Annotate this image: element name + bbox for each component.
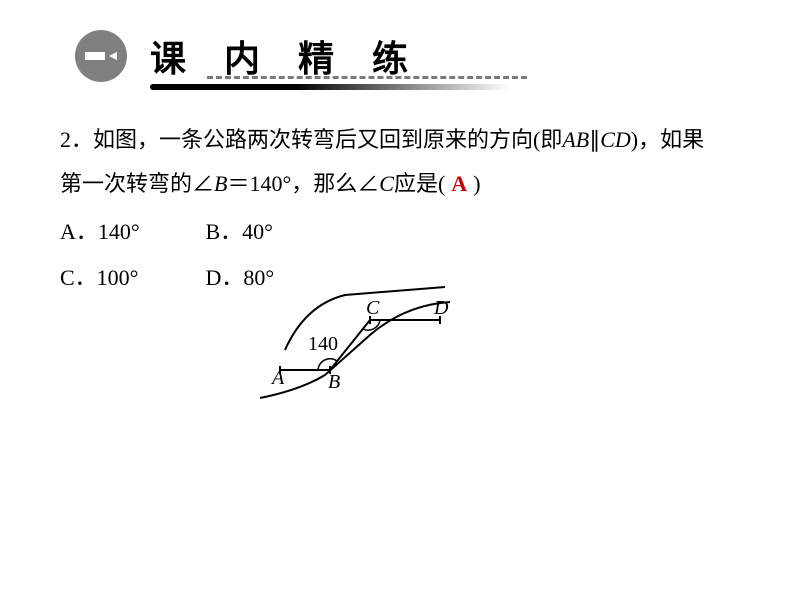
question-number: 2．	[60, 127, 93, 152]
section-header: 课 内 精 练	[75, 22, 514, 82]
q-text-2c: )	[473, 171, 480, 196]
label-cd: CD	[600, 127, 631, 152]
question-line-2: 第一次转弯的∠B＝140°，那么∠C应是(A)	[60, 162, 734, 206]
parallel-symbol: ∥	[589, 127, 600, 152]
q-text-2a: 第一次转弯的∠	[60, 171, 214, 196]
q-text-2b: 应是(	[394, 171, 445, 196]
angle-c: C	[379, 171, 394, 196]
option-b: B．40°	[206, 219, 273, 244]
answer-mark: A	[445, 171, 473, 196]
options-row-1: A．140° B．40°	[60, 210, 734, 254]
label-ab: AB	[562, 127, 589, 152]
question-line-1: 2．如图，一条公路两次转弯后又回到原来的方向(即AB∥CD)，如果	[60, 118, 734, 162]
option-a: A．140°	[60, 210, 200, 254]
figure-label-c: C	[366, 297, 380, 319]
question-block: 2．如图，一条公路两次转弯后又回到原来的方向(即AB∥CD)，如果 第一次转弯的…	[60, 118, 734, 302]
header-gradient-bar	[150, 84, 510, 90]
q-text-1a: 如图，一条公路两次转弯后又回到原来的方向(即	[93, 127, 562, 152]
q-text-eq: ＝140°，那么∠	[227, 171, 379, 196]
figure-label-a: A	[270, 367, 285, 389]
q-text-1b: )，如果	[631, 127, 704, 152]
figure-angle-label: 140	[308, 333, 338, 355]
angle-b: B	[214, 171, 227, 196]
header-dashed-line	[207, 76, 527, 79]
option-c: C．100°	[60, 256, 200, 300]
geometry-figure: A B C D 140	[250, 280, 470, 410]
section-title: 课 内 精 练	[150, 30, 422, 82]
lower-road-curve	[260, 302, 450, 398]
pencil-icon	[75, 30, 127, 82]
figure-label-b: B	[328, 371, 340, 393]
figure-label-d: D	[433, 297, 449, 319]
